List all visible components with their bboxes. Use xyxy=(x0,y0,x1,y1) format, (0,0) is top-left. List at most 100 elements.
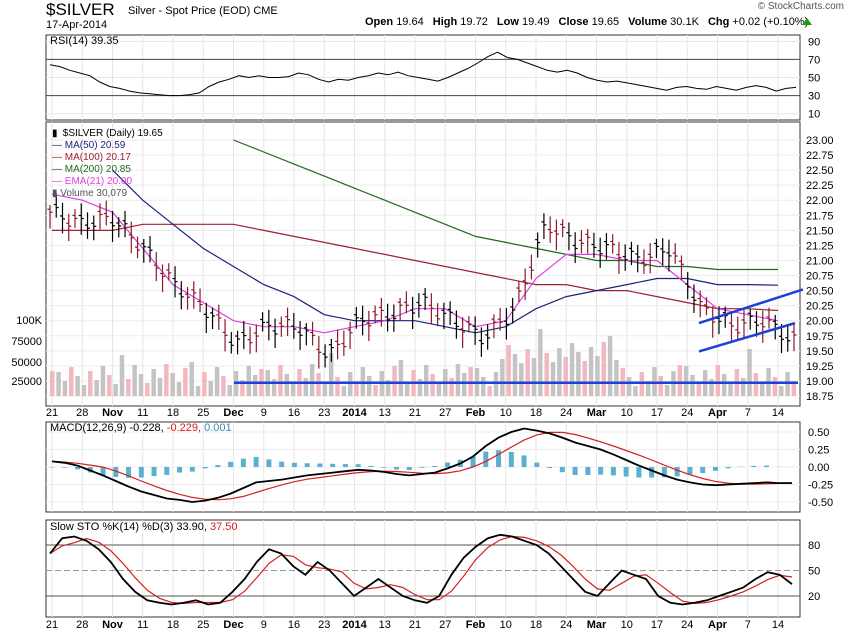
macd-histogram-bar xyxy=(432,466,438,467)
x-tick-label: 14 xyxy=(772,407,784,419)
x-tick-label: 25 xyxy=(197,619,209,631)
volume-bar xyxy=(601,342,606,396)
volume-bar xyxy=(278,365,283,396)
volume-bar xyxy=(398,360,404,396)
ohlc-summary: Open 19.64 High 19.72 Low 19.49 Close 19… xyxy=(365,16,809,28)
x-tick-label: 10 xyxy=(500,619,512,631)
macd-histogram-bar xyxy=(483,451,489,467)
volume-bar xyxy=(614,360,619,396)
x-tick-label: 27 xyxy=(439,407,451,419)
macd-histogram-bar xyxy=(368,465,374,467)
x-tick-label: 10 xyxy=(500,407,512,419)
volume-bar xyxy=(569,343,575,396)
price-y-tick: 22.50 xyxy=(806,165,834,177)
macd-histogram-bar xyxy=(763,465,769,467)
price-y-tick: 21.00 xyxy=(806,255,834,267)
volume-bar xyxy=(246,366,252,396)
macd-y-tick: -0.50 xyxy=(808,497,833,509)
x-tick-label: 13 xyxy=(379,619,391,631)
volume-bar xyxy=(740,378,746,396)
volume-bar xyxy=(316,373,321,396)
x-tick-label: Feb xyxy=(466,619,486,631)
sto-y-tick: 50 xyxy=(808,566,820,578)
x-tick-label: 18 xyxy=(530,407,542,419)
x-tick-label: 9 xyxy=(261,619,267,631)
volume-bar xyxy=(424,365,429,396)
volume-bar xyxy=(113,384,118,396)
legend-ema21: — EMA(21) 20.00 xyxy=(52,176,133,187)
rsi-line xyxy=(49,51,797,97)
volume-bar xyxy=(455,364,461,396)
volume-bar xyxy=(252,375,258,396)
macd-histogram-bar xyxy=(215,465,221,467)
volume-bar xyxy=(176,382,182,396)
macd-histogram-bar xyxy=(725,467,731,469)
sto-d-line xyxy=(49,535,793,605)
sto-panel xyxy=(45,519,801,618)
volume-bar xyxy=(595,356,600,396)
volume-bar xyxy=(322,382,328,396)
volume-bar xyxy=(392,366,397,396)
volume-bar xyxy=(75,376,80,396)
volume-bar xyxy=(328,353,334,396)
macd-histogram-bar xyxy=(585,467,591,475)
macd-histogram-bar xyxy=(508,451,514,467)
macd-histogram-bar xyxy=(75,467,81,470)
ma200-line xyxy=(233,139,778,271)
macd-label: MACD(12,26,9) -0.228, -0.229, 0.001 xyxy=(50,422,232,434)
x-tick-label: 28 xyxy=(76,619,88,631)
volume-bar xyxy=(557,348,562,396)
macd-y-tick: -0.25 xyxy=(808,480,833,492)
macd-histogram-bar xyxy=(610,467,616,476)
volume-bar xyxy=(500,359,505,396)
price-y-tick: 20.00 xyxy=(806,316,834,328)
volume-bar xyxy=(271,379,277,396)
macd-histogram-bar xyxy=(253,456,259,467)
macd-histogram-bar xyxy=(751,465,757,467)
macd-histogram-bar xyxy=(62,467,68,468)
legend-main: ▮ $SILVER (Daily) 19.65 xyxy=(52,128,163,139)
x-tick-label: 14 xyxy=(772,619,784,631)
macd-histogram-bar xyxy=(700,467,706,474)
x-tick-label: 23 xyxy=(318,619,330,631)
volume-bar xyxy=(404,384,410,396)
macd-histogram-bar xyxy=(291,462,297,467)
x-tick-label: 21 xyxy=(409,619,421,631)
price-y-tick: 19.25 xyxy=(806,361,834,373)
macd-histogram-bar xyxy=(164,467,170,475)
x-tick-label: 11 xyxy=(137,407,148,419)
macd-y-tick: 0.50 xyxy=(808,427,829,439)
price-y-tick: 20.50 xyxy=(806,286,834,298)
rsi-y-tick: 70 xyxy=(808,54,820,66)
x-tick-label: 24 xyxy=(560,619,572,631)
volume-bar xyxy=(582,361,587,396)
symbol-description: Silver - Spot Price (EOD) CME xyxy=(128,5,278,17)
legend-volume: ▮ Volume 30,079 xyxy=(52,188,127,199)
volume-bar xyxy=(728,383,733,396)
volume-bar xyxy=(94,380,99,396)
x-tick-label: 24 xyxy=(681,407,693,419)
volume-bar xyxy=(69,367,74,396)
volume-bar xyxy=(100,366,106,396)
x-tick-label: Nov xyxy=(102,407,124,419)
volume-bar xyxy=(214,367,220,396)
volume-bar xyxy=(417,379,423,396)
volume-bar xyxy=(157,378,163,396)
macd-histogram-bar xyxy=(100,467,106,476)
channel-lower-trendline xyxy=(698,321,796,353)
macd-histogram-bar xyxy=(342,464,348,467)
volume-bar xyxy=(778,386,784,396)
volume-bar xyxy=(50,371,55,396)
volume-bar xyxy=(481,377,486,396)
chart-date: 17-Apr-2014 xyxy=(46,19,108,31)
x-tick-label: 16 xyxy=(288,619,300,631)
x-tick-label: 18 xyxy=(167,407,179,419)
sto-label: Slow STO %K(14) %D(3) 33.90, 37.50 xyxy=(50,521,238,533)
macd-histogram-bar xyxy=(202,467,208,469)
macd-histogram-bar xyxy=(228,461,234,467)
volume-bar xyxy=(493,372,499,396)
macd-histogram-bar xyxy=(547,467,553,468)
price-y-tick: 19.50 xyxy=(806,346,834,358)
x-tick-label: 18 xyxy=(530,619,542,631)
volume-bar xyxy=(785,372,790,396)
